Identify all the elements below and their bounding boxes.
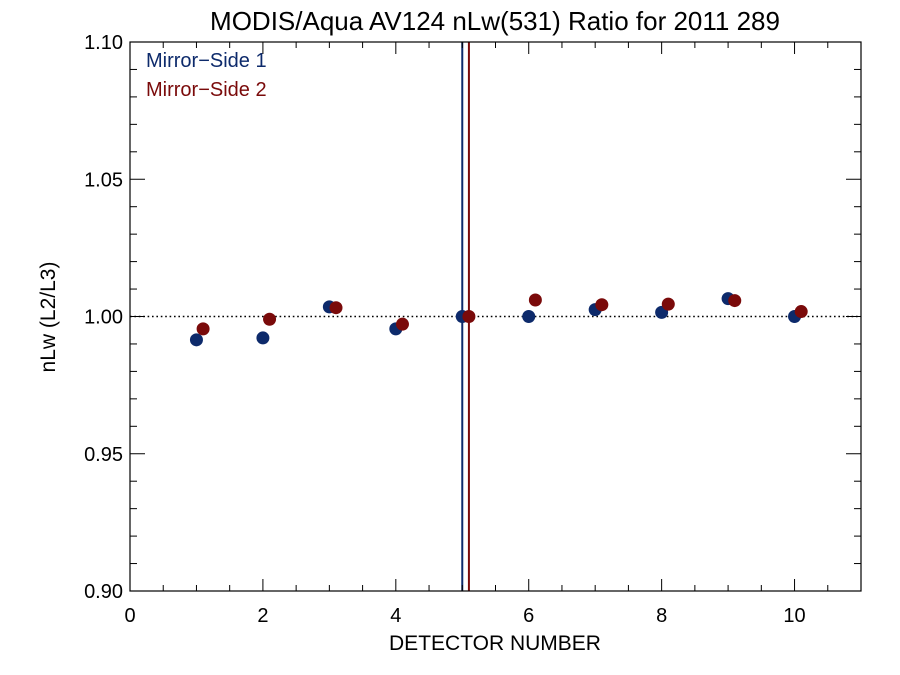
data-point-series-1 — [256, 331, 270, 345]
legend-mirror-side-1: Mirror−Side 1 — [146, 50, 267, 72]
y-tick-label: 1.10 — [84, 32, 123, 54]
data-point-series-2 — [329, 301, 343, 315]
data-point-series-2 — [462, 310, 476, 323]
data-point-series-2 — [196, 322, 210, 336]
x-tick-label: 8 — [656, 605, 667, 627]
chart-title: MODIS/Aqua AV124 nLw(531) Ratio for 2011… — [210, 6, 780, 36]
x-tick-label: 0 — [124, 605, 135, 627]
data-point-series-2 — [395, 317, 409, 331]
data-point-series-2 — [528, 293, 542, 307]
data-point-series-2 — [263, 312, 277, 326]
data-point-series-1 — [522, 310, 536, 323]
y-tick-label: 1.00 — [84, 307, 123, 329]
y-tick-label: 0.90 — [84, 581, 123, 603]
data-point-series-2 — [661, 297, 675, 311]
x-tick-label: 6 — [523, 605, 534, 627]
y-tick-label: 1.05 — [84, 169, 123, 191]
data-point-series-2 — [728, 294, 742, 308]
x-axis-label: DETECTOR NUMBER — [389, 632, 601, 655]
x-tick-label: 2 — [257, 605, 268, 627]
x-tick-label: 10 — [783, 605, 805, 627]
legend-mirror-side-2: Mirror−Side 2 — [146, 79, 267, 101]
y-axis-label: nLw (L2/L3) — [37, 262, 60, 373]
data-point-series-2 — [595, 298, 609, 312]
plot-area: 0 2 4 6 8 10 0.90 0.95 1.00 1.05 1.10 — [84, 32, 862, 627]
data-point-series-1 — [189, 333, 203, 347]
x-tick-label: 4 — [390, 605, 401, 627]
y-tick-label: 0.95 — [84, 444, 123, 466]
data-point-series-2 — [794, 305, 808, 319]
